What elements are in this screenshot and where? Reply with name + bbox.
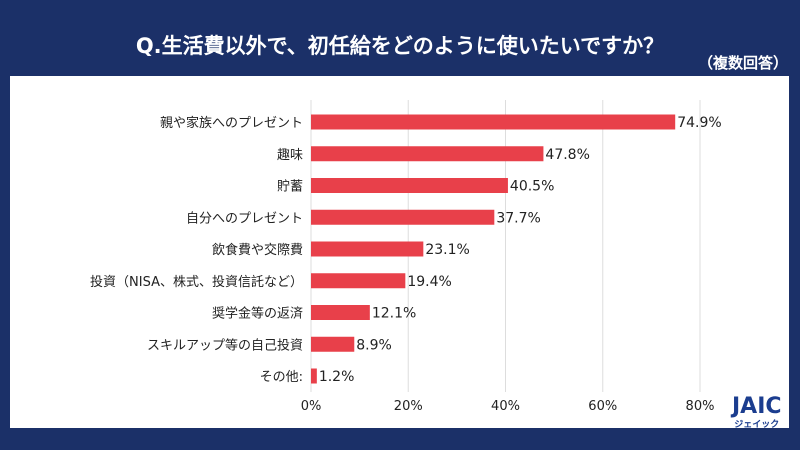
value-label: 8.9% <box>356 337 392 353</box>
bar <box>311 336 355 352</box>
value-label: 37.7% <box>496 210 540 226</box>
x-tick-label: 40% <box>491 399 520 414</box>
category-label: 貯蓄 <box>277 180 303 195</box>
value-label: 23.1% <box>425 242 469 258</box>
chart-subtitle: （複数回答） <box>697 54 788 72</box>
bar <box>311 146 544 162</box>
x-tick-label: 80% <box>686 399 715 414</box>
category-label: スキルアップ等の自己投資 <box>147 337 303 353</box>
x-tick-label: 20% <box>394 399 423 414</box>
category-label: 趣味 <box>277 148 303 163</box>
value-label: 1.2% <box>319 369 355 385</box>
value-label: 40.5% <box>510 179 554 195</box>
bar <box>311 273 406 289</box>
x-tick-label: 0% <box>301 399 322 414</box>
category-label: 自分へのプレゼント <box>186 211 303 226</box>
logo-main: JAIC <box>732 394 782 419</box>
chart-title: Q.生活費以外で、初任給をどのように使いたいですか？ <box>135 34 665 58</box>
bar <box>311 178 508 193</box>
value-label: 19.4% <box>407 274 451 290</box>
bar <box>311 209 495 225</box>
logo-sub: ジェイック <box>734 420 780 430</box>
x-tick-label: 60% <box>588 399 617 414</box>
value-label: 12.1% <box>372 306 416 322</box>
category-label: その他: <box>260 370 303 385</box>
value-label: 74.9% <box>677 115 721 131</box>
value-label: 47.8% <box>545 147 589 163</box>
category-label: 飲食費や交際費 <box>212 242 303 258</box>
bar <box>311 114 676 130</box>
category-label: 投資（NISA、株式、投資信託など） <box>90 274 303 290</box>
category-label: 奨学金等の返済 <box>212 306 303 322</box>
bar <box>311 305 370 320</box>
category-label: 親や家族へのプレゼント <box>160 115 303 131</box>
bar <box>311 241 424 257</box>
bar <box>311 368 317 384</box>
jaic-logo: JAIC ジェイック <box>732 394 782 431</box>
